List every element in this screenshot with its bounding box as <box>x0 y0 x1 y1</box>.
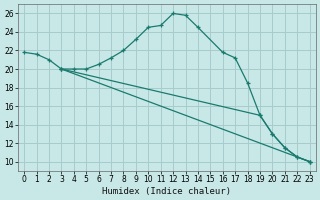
X-axis label: Humidex (Indice chaleur): Humidex (Indice chaleur) <box>102 187 231 196</box>
